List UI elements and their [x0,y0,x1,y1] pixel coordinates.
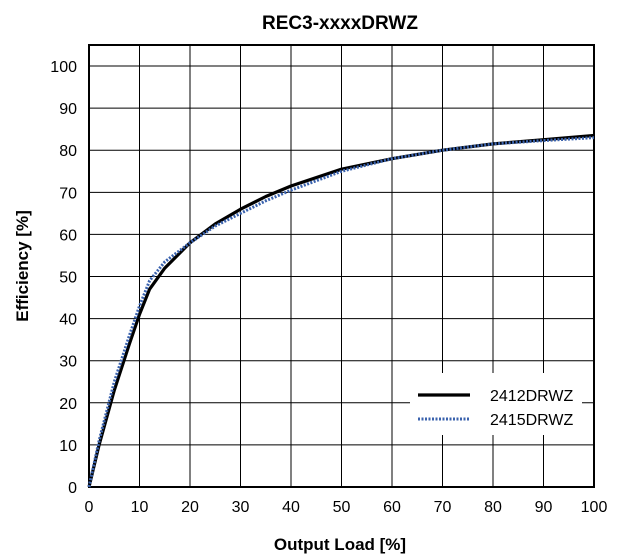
y-tick-label: 80 [59,143,77,160]
y-tick-label: 30 [59,354,77,371]
chart-title: REC3-xxxxDRWZ [262,13,418,34]
y-tick-label: 0 [68,480,77,497]
x-tick-label: 20 [181,499,199,516]
legend-label-2412DRWZ: 2412DRWZ [490,388,574,405]
y-tick-label: 10 [59,438,77,455]
x-axis-label: Output Load [%] [274,535,406,554]
x-tick-label: 50 [333,499,351,516]
x-tick-labels: 0 10 20 30 40 50 60 70 80 90 100 [85,499,608,516]
x-tick-label: 0 [85,499,94,516]
x-tick-label: 90 [535,499,553,516]
legend: 2412DRWZ 2415DRWZ [410,373,582,435]
y-tick-label: 50 [59,270,77,287]
x-tick-label: 30 [232,499,250,516]
x-tick-label: 40 [282,499,300,516]
y-tick-label: 100 [50,59,77,76]
x-tick-label: 10 [131,499,149,516]
y-tick-label: 90 [59,101,77,118]
y-axis-label: Efficiency [%] [13,210,32,321]
y-tick-labels: 0 10 20 30 40 50 60 70 80 90 100 [50,59,77,497]
x-tick-label: 60 [383,499,401,516]
x-tick-label: 70 [434,499,452,516]
y-tick-label: 70 [59,185,77,202]
series-line-2415DRWZ [87,136,595,488]
x-tick-label: 80 [484,499,502,516]
plot-frame [88,44,595,488]
y-tick-label: 60 [59,227,77,244]
legend-label-2415DRWZ: 2415DRWZ [490,412,574,429]
y-tick-label: 40 [59,312,77,329]
y-tick-label: 20 [59,396,77,413]
series-lines [87,133,595,488]
x-tick-label: 100 [581,499,608,516]
legend-box [410,373,582,435]
